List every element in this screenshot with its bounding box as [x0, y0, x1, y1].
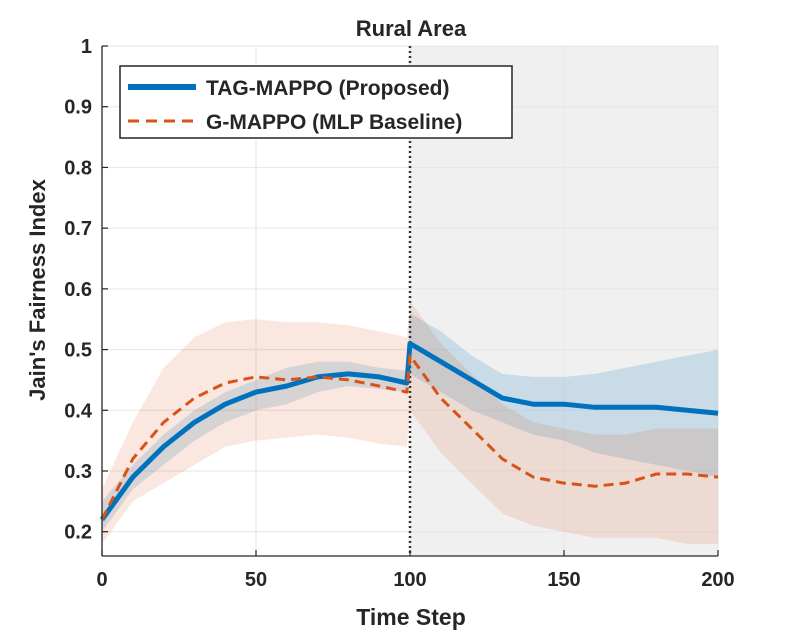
series-lines [99, 341, 719, 522]
chart-title: Rural Area [356, 16, 467, 41]
x-tick-label: 0 [96, 569, 107, 591]
y-axis-label: Jain's Fairness Index [25, 178, 50, 400]
y-tick-label: 0.2 [64, 522, 92, 544]
y-tick-label: 0.4 [64, 400, 93, 422]
series-line-g-mappo [100, 354, 719, 521]
x-tick-label: 200 [701, 569, 734, 591]
tick-labels: 0 50 100 150 200 0.2 0.3 0.4 0.5 0.6 0.7 0.8 0.9 1 [64, 36, 735, 591]
legend-box [119, 65, 513, 139]
y-tick-label: 0.6 [64, 279, 92, 301]
y-tick-label: 0.8 [64, 157, 92, 179]
x-tick-label: 150 [547, 569, 580, 591]
y-tick-label: 0.7 [64, 218, 92, 240]
axes [101, 45, 719, 557]
legend[interactable]: TAG-MAPPO (Proposed) G-MAPPO (MLP Baseli… [119, 65, 513, 139]
y-tick-label: 0.3 [64, 461, 92, 483]
y-tick-label: 0.9 [64, 97, 92, 119]
x-axis-label: Time Step [356, 604, 466, 630]
x-tick-label: 50 [245, 569, 267, 591]
y-tick-label: 1 [81, 36, 92, 58]
y-tick-label: 0.5 [64, 340, 92, 362]
legend-label-g-mappo: G-MAPPO (MLP Baseline) [206, 111, 462, 134]
legend-label-tag-mappo: TAG-MAPPO (Proposed) [206, 77, 449, 100]
x-tick-label: 100 [393, 569, 426, 591]
